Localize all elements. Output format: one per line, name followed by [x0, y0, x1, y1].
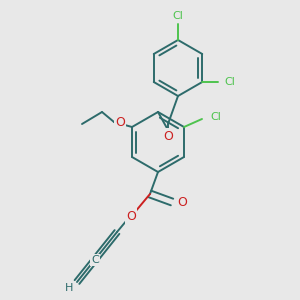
Text: Cl: Cl	[211, 112, 221, 122]
Text: O: O	[177, 196, 187, 208]
Text: O: O	[163, 130, 173, 142]
Text: O: O	[126, 209, 136, 223]
Text: Cl: Cl	[225, 77, 236, 87]
Text: O: O	[115, 116, 125, 128]
Text: C: C	[91, 255, 99, 265]
Text: H: H	[65, 283, 73, 293]
Text: Cl: Cl	[172, 11, 183, 21]
